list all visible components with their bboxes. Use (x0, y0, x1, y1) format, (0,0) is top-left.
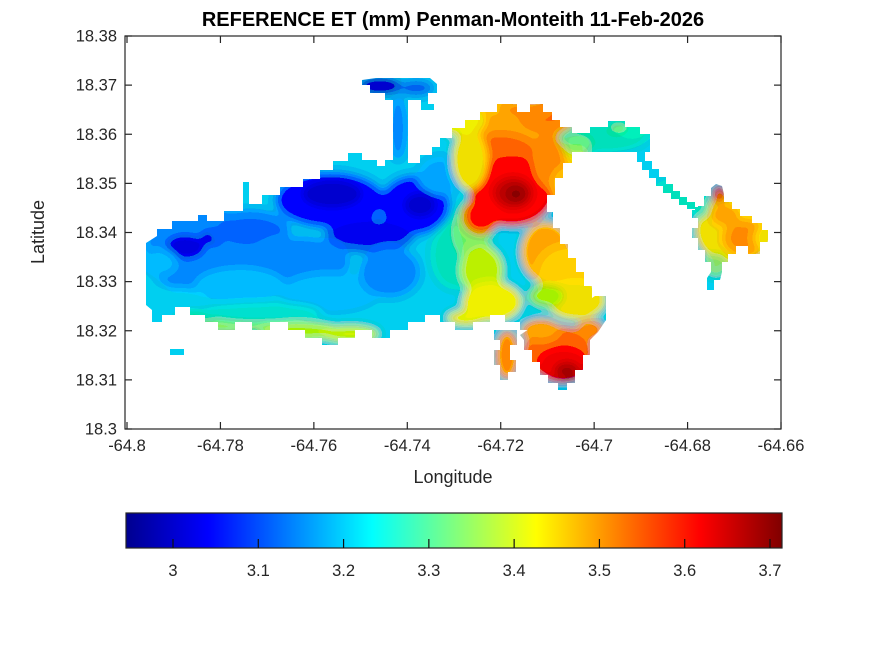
colorbar-tick-label: 3.2 (332, 562, 355, 580)
et-field-blob (446, 310, 486, 326)
et-field-blob (389, 96, 407, 160)
axes: -64.8 -64.78 -64.76 -64.74 -64.72 -64.7 -64.68… (76, 28, 805, 456)
y-tick-label: 18.32 (76, 322, 117, 340)
colorbar-tick-label: 3 (168, 562, 177, 580)
colorbar-tick-label: 3.6 (673, 562, 696, 580)
et-field-blob (463, 198, 499, 234)
x-tick-label: -64.68 (664, 437, 711, 455)
colorbar-tick-label: 3.5 (588, 562, 611, 580)
et-field-blob (723, 220, 767, 256)
colorbar-tick-label: 3.1 (247, 562, 270, 580)
x-tick-label: -64.72 (477, 437, 524, 455)
island-et-field (146, 78, 768, 390)
et-field-blob (302, 180, 362, 208)
et-field-blob (146, 248, 178, 276)
et-field-blob (715, 186, 723, 194)
et-field-blob (576, 320, 604, 340)
et-field-blob (608, 121, 628, 133)
et-field-blob (499, 100, 549, 116)
y-tick-label: 18.33 (76, 273, 117, 291)
et-field-blob (754, 226, 768, 250)
y-axis-label: Latitude (28, 200, 48, 264)
x-tick-label: -64.78 (197, 437, 244, 455)
y-tick-label: 18.36 (76, 126, 117, 144)
colorbar-gradient (126, 513, 782, 548)
et-field-blob (404, 193, 436, 217)
et-field-blob (358, 78, 402, 95)
et-field-blob (528, 284, 564, 308)
y-tick-label: 18.37 (76, 77, 117, 95)
et-field-blob (320, 325, 380, 343)
x-tick-label: -64.74 (384, 437, 431, 455)
colorbar-tick-label: 3.3 (417, 562, 440, 580)
et-field-blob (210, 210, 290, 250)
et-field-blob (325, 217, 415, 253)
et-field-blob (202, 302, 322, 322)
et-field-blob (554, 362, 580, 380)
et-field-blob (155, 288, 205, 312)
y-tick-label: 18.38 (76, 28, 117, 46)
et-field-blob (521, 319, 561, 343)
et-field-blob (562, 135, 592, 155)
y-tick-label: 18.31 (76, 371, 117, 389)
et-field-blob (551, 166, 581, 206)
et-field-blob (452, 130, 488, 190)
x-axis-label: Longitude (413, 467, 492, 487)
et-field-blob (506, 186, 526, 202)
colorbar-tick-label: 3.7 (759, 562, 782, 580)
x-tick-label: -64.66 (758, 437, 805, 455)
et-field-blob (165, 235, 205, 259)
et-field-blob (360, 247, 420, 297)
et-field-blob (398, 80, 434, 96)
et-field-blob (195, 268, 285, 304)
x-tick-label: -64.8 (108, 437, 146, 455)
plot-title: REFERENCE ET (mm) Penman-Monteith 11-Feb… (202, 9, 704, 31)
y-tick-label: 18.35 (76, 175, 117, 193)
et-field-blob (693, 202, 709, 218)
x-tick-label: -64.7 (575, 437, 613, 455)
y-tick-label: 18.34 (76, 224, 117, 242)
et-field-blob (280, 272, 380, 312)
colorbar-tick-label: 3.4 (503, 562, 526, 580)
et-field-blob (495, 330, 519, 380)
x-tick-label: -64.76 (290, 437, 337, 455)
colorbar-frame (125, 512, 783, 549)
colorbar: 3 3.1 3.2 3.3 3.4 3.5 3.6 3.7 (125, 512, 783, 580)
et-field-blob (436, 106, 486, 136)
et-field-blob (711, 205, 739, 225)
et-field-blob (704, 253, 728, 277)
y-tick-label: 18.3 (85, 421, 117, 439)
